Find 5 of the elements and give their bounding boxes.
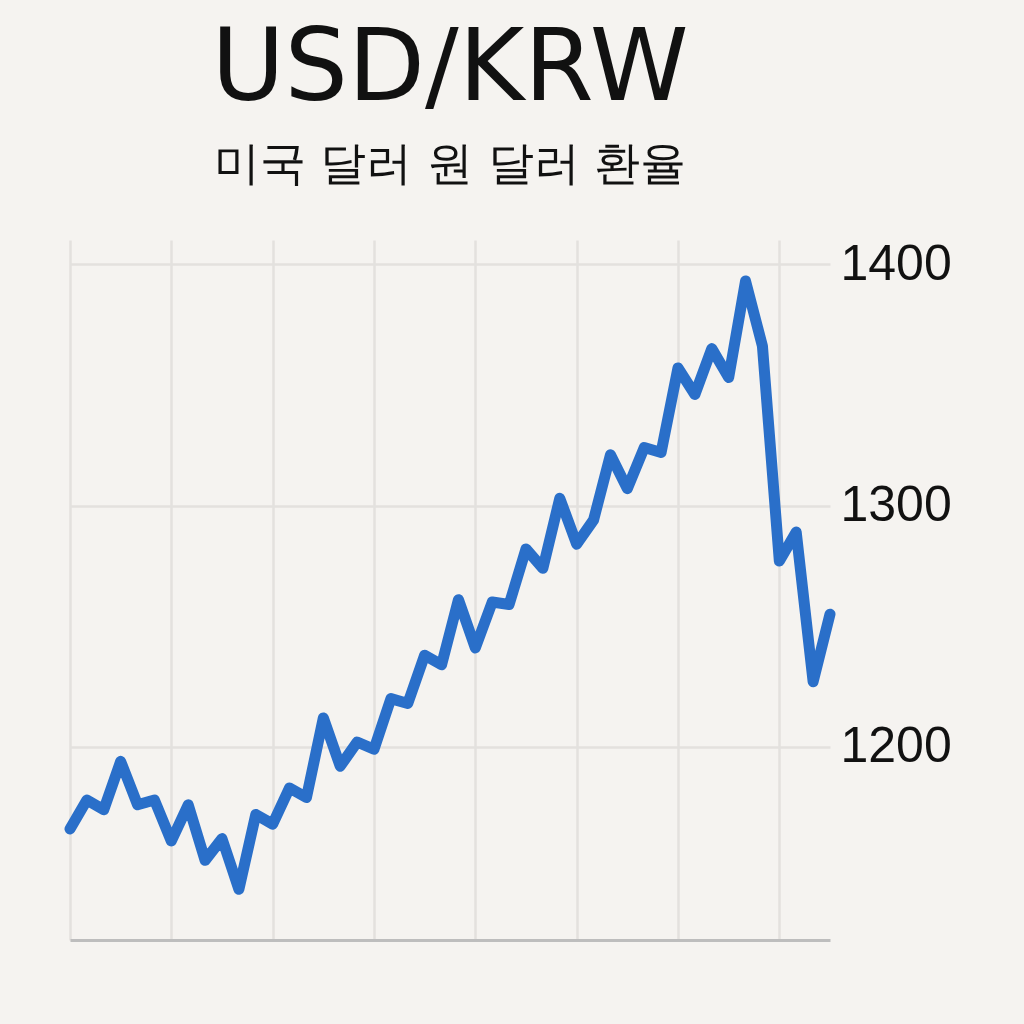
y-tick-label: 1200: [840, 717, 952, 774]
chart-subtitle: 미국 달러 원 달러 환율: [213, 136, 687, 191]
chart-title: USD/KRW: [211, 7, 689, 125]
y-tick-label: 1400: [840, 234, 952, 291]
y-tick-label: 1300: [840, 476, 952, 533]
